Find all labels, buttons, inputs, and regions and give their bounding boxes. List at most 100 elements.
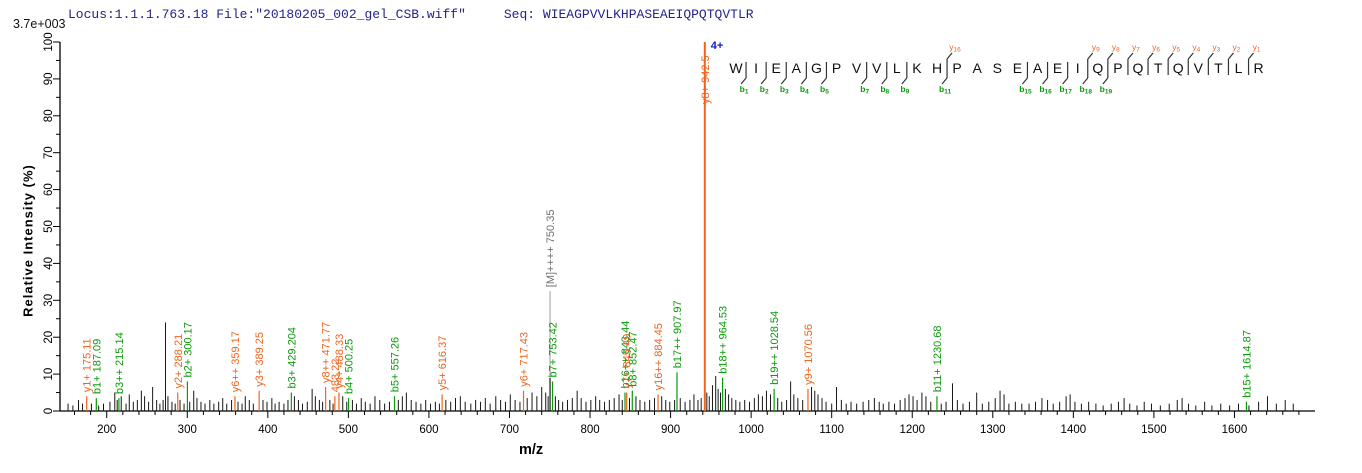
svg-text:1300: 1300 bbox=[980, 424, 1006, 436]
peak-label: b15+ 1614.87 bbox=[1241, 330, 1253, 398]
b-ion-hook bbox=[1082, 77, 1089, 85]
residue: Q bbox=[1173, 60, 1184, 76]
residue: P bbox=[952, 60, 961, 76]
residue: I bbox=[1076, 60, 1080, 76]
b-ion-hook bbox=[800, 77, 807, 85]
y-ion-hook bbox=[1248, 52, 1255, 60]
svg-text:80: 80 bbox=[43, 109, 55, 122]
y-ion-label: y2 bbox=[1233, 42, 1241, 54]
svg-text:800: 800 bbox=[580, 424, 599, 436]
residue: V bbox=[872, 60, 882, 76]
residue: Q bbox=[1133, 60, 1144, 76]
residue: P bbox=[832, 60, 841, 76]
residue: V bbox=[852, 60, 862, 76]
peak-label: b8+ 852.47 bbox=[627, 331, 639, 386]
b-ion-label: b3 bbox=[780, 84, 789, 96]
peak-label: y7+ 845.49 bbox=[622, 334, 634, 389]
svg-text:600: 600 bbox=[419, 424, 438, 436]
y-ion-label: y9 bbox=[1092, 42, 1100, 54]
peak-label: b4+ 500.25 bbox=[344, 339, 356, 394]
residue: S bbox=[993, 60, 1002, 76]
svg-text:1400: 1400 bbox=[1061, 424, 1087, 436]
y-ion-label: y5 bbox=[1172, 42, 1180, 54]
peak-label: 483.22 bbox=[330, 359, 342, 393]
b-ion-label: b16 bbox=[1039, 84, 1052, 96]
residue: H bbox=[932, 60, 942, 76]
x-axis: 200 300 400 500 600 700 800 900 1000 1100 1200 1300… bbox=[60, 410, 1315, 436]
peak-label: b18++ 964.53 bbox=[718, 306, 730, 374]
b-ion-label: b8 bbox=[880, 84, 889, 96]
residue: G bbox=[811, 60, 822, 76]
peak-label: b11+ 1230.68 bbox=[932, 325, 944, 392]
residue: E bbox=[1013, 60, 1022, 76]
residue: W bbox=[729, 60, 743, 76]
b-ion-hook bbox=[901, 77, 908, 85]
peak-label: y9+ 1070.56 bbox=[803, 324, 815, 385]
peak-label: b5+ 557.26 bbox=[390, 337, 402, 392]
residue: A bbox=[1033, 60, 1043, 76]
y-ion-hook bbox=[1207, 52, 1214, 60]
y-ion-label: y7 bbox=[1132, 42, 1140, 54]
y-ion-hook bbox=[1087, 52, 1094, 60]
b-ion-label: b9 bbox=[900, 84, 909, 96]
b-ion-hook bbox=[861, 77, 868, 85]
b-ion-hook bbox=[1102, 77, 1109, 85]
b-ion-hook bbox=[760, 77, 767, 85]
peak-label: b16++ 843.44 bbox=[620, 321, 632, 389]
peak-label: b17++ 907.97 bbox=[672, 300, 684, 368]
svg-text:1200: 1200 bbox=[899, 424, 925, 436]
noise-peaks bbox=[67, 322, 1294, 411]
svg-text:50: 50 bbox=[43, 220, 55, 233]
y-ion-hook bbox=[1147, 52, 1154, 60]
labeled-peaks bbox=[86, 42, 1248, 411]
svg-text:1100: 1100 bbox=[819, 424, 844, 436]
svg-text:1600: 1600 bbox=[1222, 424, 1248, 436]
residue: P bbox=[1113, 60, 1122, 76]
residue: T bbox=[1154, 60, 1163, 76]
svg-text:1500: 1500 bbox=[1141, 424, 1167, 436]
b-ion-hook bbox=[1042, 77, 1049, 85]
b-ion-hook bbox=[740, 77, 747, 85]
peak-label: b3++ 215.14 bbox=[114, 332, 126, 394]
residue: Q bbox=[1092, 60, 1103, 76]
svg-text:200: 200 bbox=[97, 424, 116, 436]
svg-text:60: 60 bbox=[43, 183, 55, 196]
residue: T bbox=[1214, 60, 1223, 76]
residue: A bbox=[792, 60, 802, 76]
svg-text:900: 900 bbox=[661, 424, 680, 436]
residue: A bbox=[973, 60, 983, 76]
peptide-sequence: WIEAGPVVLKHPASEAEIQPQTQVTLR bbox=[542, 7, 754, 22]
y-ion-hook bbox=[1227, 52, 1234, 60]
seq-label: Seq: bbox=[503, 7, 536, 22]
peak-label: y2+ 288.21 bbox=[173, 334, 185, 389]
svg-text:40: 40 bbox=[43, 257, 55, 270]
y-ion-hook bbox=[1167, 52, 1174, 60]
b-ion-hook bbox=[881, 77, 888, 85]
peak-label: y6++ 359.17 bbox=[230, 331, 242, 392]
y-ion-label: y16 bbox=[949, 42, 961, 54]
residue: K bbox=[912, 60, 922, 76]
y-ion-label: y1 bbox=[1253, 42, 1261, 54]
locus-file-label: Locus:1.1.1.763.18 File:"20180205_002_ge… bbox=[68, 7, 466, 22]
header-line: Locus:1.1.1.763.18 File:"20180205_002_ge… bbox=[68, 7, 754, 22]
b-ion-label: b18 bbox=[1080, 84, 1093, 96]
svg-text:10: 10 bbox=[43, 368, 55, 381]
svg-text:1000: 1000 bbox=[738, 424, 764, 436]
peak-label: y3+ 389.25 bbox=[254, 332, 266, 387]
peak-label: y8++ 471.77 bbox=[321, 322, 333, 383]
residue: V bbox=[1194, 60, 1204, 76]
svg-text:90: 90 bbox=[43, 73, 55, 86]
peak-label: y5+ 616.37 bbox=[437, 336, 449, 391]
peak-label: y6+ 717.43 bbox=[519, 332, 531, 387]
y-axis: 0 10 20 30 40 50 60 70 80 90 100 bbox=[43, 32, 61, 414]
b-ion-label: b1 bbox=[740, 84, 749, 96]
y-ion-hook bbox=[1107, 52, 1114, 60]
b-ion-hook bbox=[780, 77, 787, 85]
svg-text:0: 0 bbox=[43, 408, 55, 414]
b-ion-hook bbox=[941, 77, 948, 85]
b-ion-label: b5 bbox=[820, 84, 829, 96]
residue: E bbox=[772, 60, 781, 76]
